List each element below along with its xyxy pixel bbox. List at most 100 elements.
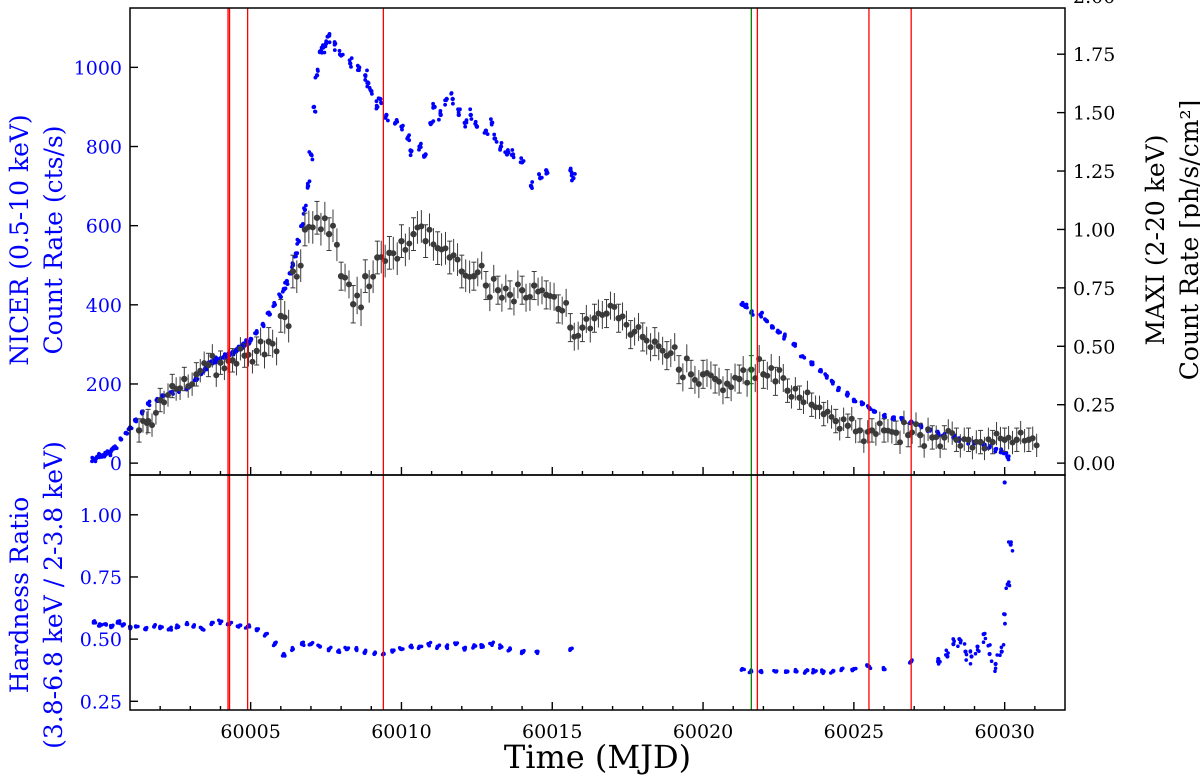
nicer-point [994, 446, 999, 451]
hardness-point [854, 666, 858, 671]
hardness-point [772, 668, 776, 673]
nicer-point [809, 360, 813, 365]
maxi-point [358, 304, 365, 311]
hardness-point [274, 640, 278, 645]
hardness-point [983, 636, 988, 641]
maxi-point [458, 268, 465, 275]
maxi-errorbar-point [156, 383, 172, 415]
maxi-point [217, 359, 224, 366]
hardness-point [218, 621, 222, 626]
hardness-point [238, 623, 243, 627]
nicer-point [431, 119, 436, 123]
maxi-point [631, 328, 638, 335]
maxi-point [135, 427, 143, 434]
maxi-point [933, 434, 940, 441]
maxi-point [977, 438, 984, 446]
hardness-point [829, 671, 833, 675]
maxi-point [828, 413, 835, 420]
maxi-errorbar-point [832, 407, 847, 441]
hardness-point [944, 648, 949, 653]
hardness-point [283, 654, 287, 658]
maxi-point [430, 241, 437, 248]
nicer-point [374, 106, 379, 111]
hardness-point [192, 623, 196, 627]
maxi-point [349, 301, 357, 308]
maxi-errorbar-point [229, 337, 244, 376]
hardness-point [491, 640, 496, 645]
maxi-point [780, 375, 787, 382]
nicer-point [417, 147, 421, 152]
maxi-point [816, 404, 823, 411]
nicer-point [859, 400, 864, 404]
maxi-point [772, 378, 779, 385]
maxi-point [149, 422, 156, 429]
nicer-point [355, 63, 360, 68]
maxi-point [273, 348, 280, 355]
maxi-point [454, 256, 461, 263]
nicer-point [494, 140, 499, 144]
maxi-point [518, 287, 526, 294]
hardness-point [747, 670, 752, 675]
maxi-errorbar-point [627, 313, 642, 350]
nicer-point [760, 310, 764, 315]
nicer-point [299, 224, 303, 229]
maxi-point [941, 434, 948, 441]
nicer-point [295, 237, 300, 242]
maxi-point [844, 422, 852, 429]
nicer-point [211, 359, 216, 363]
maxi-errorbar-point [796, 380, 811, 414]
maxi-point [587, 325, 594, 332]
maxi-point [530, 282, 538, 289]
maxi-point [1005, 434, 1012, 441]
hr-y-tick-label: 0.50 [80, 629, 122, 651]
maxi-point [800, 399, 807, 406]
maxi-point [969, 444, 976, 451]
nicer-point [370, 92, 374, 96]
hardness-point [302, 643, 306, 648]
y-tick-label-right: 0.00 [1073, 453, 1115, 475]
maxi-point [913, 421, 920, 428]
nicer-point [544, 171, 549, 176]
maxi-point [659, 347, 666, 354]
maxi-point [144, 417, 152, 425]
maxi-point [181, 375, 188, 383]
maxi-errorbar-point [543, 280, 558, 311]
nicer-point [528, 183, 533, 188]
maxi-point [313, 214, 321, 221]
y-tick-label-right: 2.00 [1073, 0, 1115, 8]
maxi-errorbar-point [579, 304, 594, 343]
maxi-point [333, 241, 340, 248]
maxi-errorbar-point [760, 354, 775, 390]
maxi-errorbar-point [205, 344, 220, 387]
maxi-point [655, 343, 662, 350]
hardness-point [265, 631, 270, 636]
hardness-point [993, 669, 997, 673]
nicer-point [1005, 454, 1009, 458]
nicer-point [468, 113, 473, 117]
maxi-point [707, 372, 714, 379]
nicer-point [569, 173, 574, 178]
nicer-point [222, 352, 227, 357]
nicer-point [309, 153, 314, 158]
maxi-errorbar-point [470, 251, 485, 291]
maxi-errorbar-point [663, 333, 678, 371]
nicer-point [244, 338, 248, 343]
maxi-point [249, 358, 256, 365]
maxi-point [442, 245, 449, 252]
hardness-point [805, 668, 810, 673]
nicer-point [316, 69, 320, 73]
y-tick-label-left: 200 [86, 374, 122, 396]
hardness-point [570, 646, 574, 651]
hardness-point [759, 668, 764, 673]
hardness-point [153, 623, 157, 627]
hr-y-tick-label: 0.75 [80, 567, 122, 589]
nicer-point [892, 415, 896, 420]
maxi-point [788, 393, 795, 400]
maxi-point [619, 313, 626, 320]
maxi-point [611, 304, 618, 311]
maxi-point [297, 262, 304, 269]
maxi-errorbar-point [748, 344, 763, 393]
hardness-point [427, 643, 432, 648]
maxi-errorbar-point [422, 213, 437, 261]
maxi-errorbar-point [337, 261, 352, 299]
